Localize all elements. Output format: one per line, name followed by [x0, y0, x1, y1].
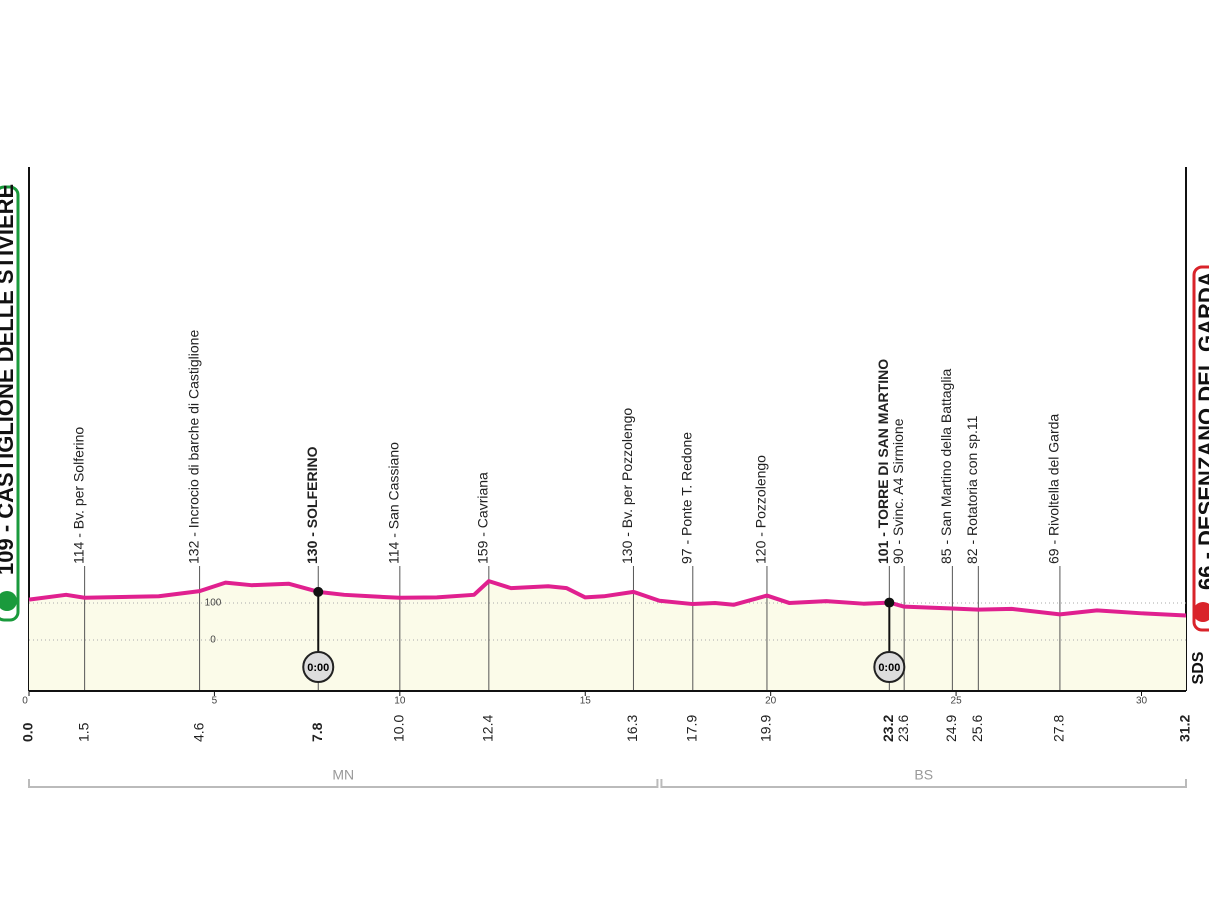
waypoint-label: 90 - Svinc. A4 Sirmione	[890, 418, 906, 564]
km-start: 0.0	[20, 722, 36, 742]
km-label: 24.9	[943, 715, 959, 742]
waypoint-label: 114 - Bv. per Solferino	[70, 427, 86, 564]
region-bracket	[660, 779, 1187, 788]
stopwatch-time: 0:00	[307, 662, 329, 674]
km-label: 12.4	[480, 715, 496, 742]
stopwatch	[873, 651, 906, 683]
x-tick-label: 20	[765, 696, 777, 707]
region-bracket	[28, 779, 659, 788]
km-label: 17.9	[683, 715, 699, 742]
km-label: 4.6	[190, 722, 206, 742]
x-tick-label: 5	[212, 696, 218, 707]
waypoint-label: 82 - Rotatoria con sp.11	[964, 415, 980, 564]
waypoint-label: 159 - Cavriana	[475, 472, 491, 564]
x-tick-label: 25	[951, 696, 963, 707]
finish-icon	[1193, 602, 1209, 622]
waypoint-label: 114 - San Cassiano	[386, 442, 402, 564]
sprint-dot	[884, 597, 895, 608]
x-tick-label: 30	[1136, 696, 1148, 707]
waypoint-label: 130 - SOLFERINO	[304, 446, 320, 564]
waypoint-label: 130 - Bv. per Pozzolengo	[619, 408, 635, 564]
waypoint-label: 120 - Pozzolengo	[753, 455, 769, 564]
km-label: 10.0	[391, 715, 407, 742]
logo: SDS	[1190, 651, 1207, 684]
km-label: 7.8	[309, 722, 325, 742]
start-box	[0, 185, 20, 622]
km-label: 1.5	[75, 722, 91, 742]
region-label: BS	[914, 767, 933, 783]
start-icon	[0, 591, 17, 611]
km-label: 27.8	[1051, 715, 1067, 742]
finish-box	[1192, 265, 1209, 632]
x-tick-label: 0	[22, 696, 28, 707]
x-tick-label: 10	[394, 696, 406, 707]
profile-line	[28, 579, 1187, 618]
km-label: 19.9	[758, 715, 774, 742]
stopwatch	[302, 651, 335, 683]
start-label: 109 - CASTIGLIONE DELLE STIVIERE	[0, 184, 18, 575]
waypoint-label: 97 - Ponte T. Redone	[678, 432, 694, 564]
km-label: 23.6	[895, 715, 911, 742]
y-tick-label: 0	[210, 635, 216, 646]
region-label: MN	[332, 767, 354, 783]
sprint-dot	[313, 586, 324, 597]
km-label: 23.2	[880, 715, 896, 742]
waypoint-label: 85 - San Martino della Battaglia	[938, 368, 954, 564]
waypoint-label: 69 - Rivoltella del Garda	[1046, 414, 1062, 564]
stopwatch-time: 0:00	[878, 662, 900, 674]
finish-label: 66 - DESENZANO DEL GARDA	[1194, 271, 1209, 590]
km-label: 25.6	[969, 715, 985, 742]
waypoint-label: 101 - TORRE DI SAN MARTINO	[875, 359, 891, 564]
km-label: 16.3	[624, 715, 640, 742]
km-finish: 31.2	[1177, 715, 1193, 742]
x-tick-label: 15	[580, 696, 592, 707]
waypoint-label: 132 - Incrocio di barche di Castiglione	[185, 330, 201, 564]
y-tick-label: 100	[205, 598, 222, 609]
